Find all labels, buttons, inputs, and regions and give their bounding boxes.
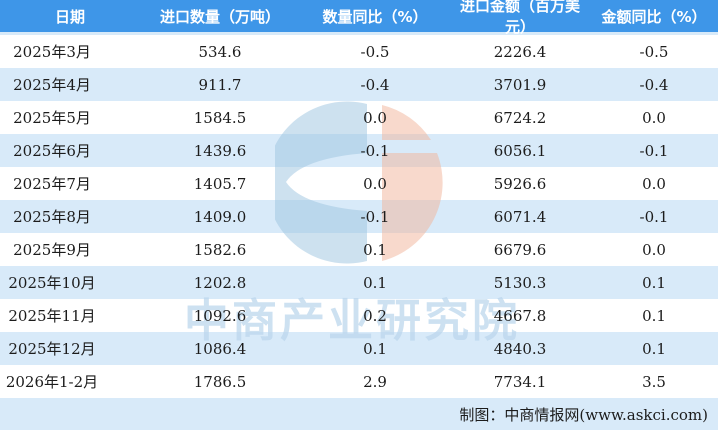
cell-qty-yoy: -0.1	[360, 207, 390, 226]
cell-date: 2025年6月	[13, 142, 91, 160]
cell-quantity: 1439.6	[193, 141, 247, 160]
cell-qty-yoy: -0.4	[360, 75, 390, 94]
cell-amount: 5130.3	[493, 273, 547, 292]
cell-quantity: 1409.0	[193, 207, 247, 226]
cell-amount-yoy: 0.0	[642, 240, 666, 259]
cell-amount: 6056.1	[493, 141, 547, 160]
table-row: 2025年5月 1584.5 0.0 6724.2 0.0	[0, 101, 718, 134]
cell-qty-yoy: 0.1	[363, 240, 387, 259]
header-cell-amount-yoy: 金额同比（%）	[601, 7, 707, 26]
cell-date: 2025年8月	[13, 208, 91, 226]
cell-quantity: 1584.5	[193, 108, 247, 127]
cell-qty-yoy: -0.5	[360, 42, 390, 61]
cell-amount-yoy: 0.1	[642, 339, 666, 358]
cell-amount-yoy: 0.0	[642, 108, 666, 127]
table-row: 2025年10月 1202.8 0.1 5130.3 0.1	[0, 266, 718, 299]
cell-quantity: 1582.6	[193, 240, 247, 259]
cell-amount: 2226.4	[493, 42, 547, 61]
cell-qty-yoy: 0.0	[363, 108, 387, 127]
header-cell-qty-yoy: 数量同比（%）	[322, 7, 428, 26]
cell-qty-yoy: 0.1	[363, 273, 387, 292]
cell-date: 2025年9月	[13, 241, 91, 259]
table-row: 2025年9月 1582.6 0.1 6679.6 0.0	[0, 233, 718, 266]
cell-amount: 3701.9	[493, 75, 547, 94]
cell-date: 2025年3月	[13, 43, 91, 61]
cell-amount-yoy: 3.5	[642, 372, 666, 391]
cell-date: 2025年5月	[13, 109, 91, 127]
cell-qty-yoy: 2.9	[363, 372, 387, 391]
cell-amount-yoy: -0.1	[639, 141, 669, 160]
cell-amount: 6679.6	[493, 240, 547, 259]
cell-date: 2025年12月	[8, 340, 96, 358]
cell-amount: 6724.2	[493, 108, 547, 127]
table-row: 2025年3月 534.6 -0.5 2226.4 -0.5	[0, 35, 718, 68]
cell-amount: 4840.3	[493, 339, 547, 358]
table-row: 2025年11月 1092.6 0.2 4667.8 0.1	[0, 299, 718, 332]
cell-quantity: 911.7	[198, 75, 242, 94]
header-cell-date: 日期	[54, 7, 85, 26]
table-body: 2025年3月 534.6 -0.5 2226.4 -0.5 2025年4月 9…	[0, 35, 718, 398]
cell-date: 2025年7月	[13, 175, 91, 193]
table-row: 2025年12月 1086.4 0.1 4840.3 0.1	[0, 332, 718, 365]
cell-amount: 7734.1	[493, 372, 547, 391]
table-row: 2025年4月 911.7 -0.4 3701.9 -0.4	[0, 68, 718, 101]
header-cell-amount: 进口金额（百万美元）	[459, 0, 580, 36]
table-row: 2025年8月 1409.0 -0.1 6071.4 -0.1	[0, 200, 718, 233]
cell-amount: 4667.8	[493, 306, 547, 325]
cell-amount-yoy: 0.0	[642, 174, 666, 193]
cell-quantity: 534.6	[198, 42, 242, 61]
cell-qty-yoy: 0.2	[363, 306, 387, 325]
cell-quantity: 1202.8	[193, 273, 247, 292]
cell-quantity: 1086.4	[193, 339, 247, 358]
cell-amount-yoy: 0.1	[642, 306, 666, 325]
table-row: 2026年1-2月 1786.5 2.9 7734.1 3.5	[0, 365, 718, 398]
table-header-row: 日期 进口数量（万吨） 数量同比（%） 进口金额（百万美元） 金额同比（%）	[0, 0, 718, 36]
table-row: 2025年6月 1439.6 -0.1 6056.1 -0.1	[0, 134, 718, 167]
cell-quantity: 1405.7	[193, 174, 247, 193]
credit-text: 制图：中商情报网(www.askci.com)	[459, 405, 708, 424]
cell-amount-yoy: -0.4	[639, 75, 669, 94]
cell-amount: 6071.4	[493, 207, 547, 226]
cell-amount-yoy: 0.1	[642, 273, 666, 292]
cell-quantity: 1786.5	[193, 372, 247, 391]
cell-qty-yoy: -0.1	[360, 141, 390, 160]
header-cell-quantity: 进口数量（万吨）	[159, 7, 280, 26]
cell-amount-yoy: -0.5	[639, 42, 669, 61]
credit-row: 制图：中商情报网(www.askci.com)	[0, 398, 718, 430]
cell-date: 2026年1-2月	[5, 373, 99, 391]
cell-amount: 5926.6	[493, 174, 547, 193]
cell-date: 2025年11月	[8, 307, 96, 325]
cell-date: 2025年10月	[8, 274, 96, 292]
cell-amount-yoy: -0.1	[639, 207, 669, 226]
cell-qty-yoy: 0.1	[363, 339, 387, 358]
cell-quantity: 1092.6	[193, 306, 247, 325]
cell-qty-yoy: 0.0	[363, 174, 387, 193]
cell-date: 2025年4月	[13, 76, 91, 94]
table-row: 2025年7月 1405.7 0.0 5926.6 0.0	[0, 167, 718, 200]
